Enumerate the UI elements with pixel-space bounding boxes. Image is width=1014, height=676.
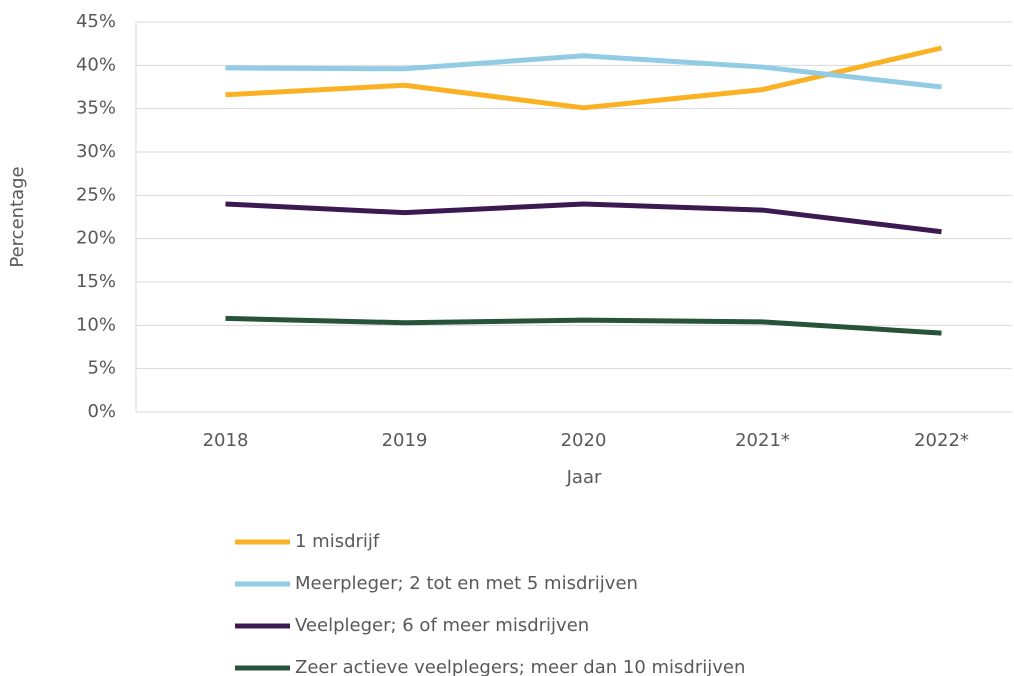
y-tick-label: 0% <box>87 401 116 422</box>
x-tick-label: 2019 <box>382 430 428 451</box>
y-tick-label: 30% <box>76 141 116 162</box>
y-tick-label: 20% <box>76 228 116 249</box>
y-tick-label: 40% <box>76 54 116 75</box>
x-tick-label: 2018 <box>203 430 249 451</box>
series-line <box>225 315 942 336</box>
series-line <box>225 201 942 235</box>
x-tick-label: 2021* <box>735 430 790 451</box>
y-tick-label: 25% <box>76 184 116 205</box>
y-tick-label: 15% <box>76 271 116 292</box>
x-tick-label: 2022* <box>914 430 969 451</box>
y-axis-label: Percentage <box>7 166 28 267</box>
legend-label: 1 misdrijf <box>295 531 380 552</box>
legend-label: Zeer actieve veelplegers; meer dan 10 mi… <box>295 657 745 676</box>
x-axis-label: Jaar <box>566 467 602 488</box>
y-tick-label: 5% <box>87 358 116 379</box>
y-tick-label: 45% <box>76 11 116 32</box>
y-tick-label: 10% <box>76 314 116 335</box>
series-line <box>225 53 942 90</box>
y-tick-label: 35% <box>76 98 116 119</box>
legend-label: Veelpleger; 6 of meer misdrijven <box>295 615 589 636</box>
legend-label: Meerpleger; 2 tot en met 5 misdrijven <box>295 573 638 594</box>
x-tick-label: 2020 <box>561 430 607 451</box>
